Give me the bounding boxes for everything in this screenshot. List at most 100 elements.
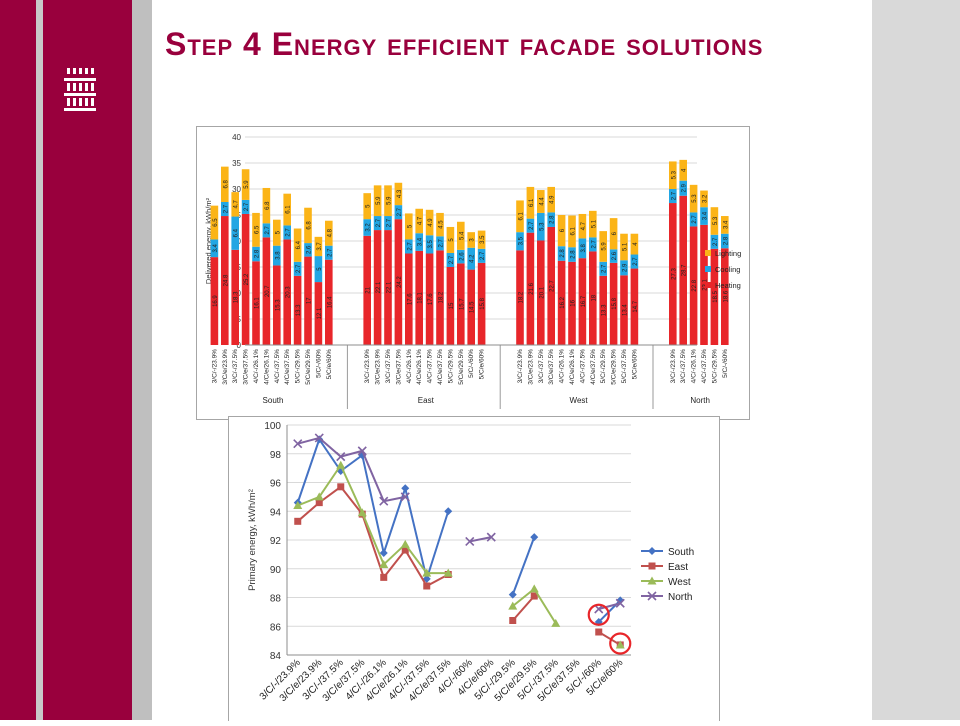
bar-value-label: 17.6 (407, 293, 413, 305)
bar-segment-lighting (283, 193, 291, 226)
data-point-east (595, 628, 603, 636)
data-point-south (444, 507, 453, 516)
data-point-west (508, 601, 518, 610)
bar-segment-lighting (436, 212, 444, 237)
y-tick-label: 40 (232, 133, 241, 142)
y-tick-label: 90 (270, 565, 282, 576)
bar-value-label: 5 (449, 238, 455, 242)
series-line-west (297, 463, 449, 575)
series-line-north (598, 602, 621, 610)
data-point-west (336, 460, 346, 469)
bar-value-label: 28.7 (682, 264, 688, 276)
bar-segment-heating (241, 213, 250, 345)
bar-segment-heating (283, 239, 291, 345)
bar-segment-cooling (304, 243, 312, 257)
bar-segment-lighting (599, 231, 607, 262)
bar-value-label: 3.2 (703, 194, 709, 203)
bar-value-label: 2.8 (723, 236, 729, 245)
bar-value-label: 13.3 (602, 304, 608, 316)
slide-title: Step 4 Energy efficient facade solutions (165, 26, 764, 62)
bar-value-label: 6.4 (234, 228, 240, 237)
bar-segment-lighting (231, 192, 239, 217)
bar-segment-cooling (221, 202, 229, 217)
bar-segment-heating (700, 224, 708, 345)
bar-value-label: 5 (366, 204, 372, 208)
bar-segment-cooling (252, 246, 260, 262)
highlight-circle (609, 632, 632, 655)
data-point-north (465, 536, 475, 547)
bar-value-label: 5.9 (602, 242, 608, 251)
bar-value-label: 18.5 (713, 290, 719, 302)
x-tick-label: 5/C/e/60% (631, 349, 638, 380)
x-tick-label: 5/C/-/60% (315, 349, 322, 378)
bar-segment-cooling (436, 236, 444, 251)
bar-segment-cooling (669, 189, 677, 204)
data-point-north (314, 433, 324, 443)
legend-label: East (668, 562, 688, 573)
x-tick-label: 3/C/-/23.9% (364, 349, 371, 384)
data-point-south (379, 548, 388, 557)
bar-segment-lighting (467, 232, 475, 248)
y-tick-label: 86 (270, 622, 282, 633)
data-point-north (400, 492, 410, 502)
bar-value-label: 5 (317, 267, 323, 271)
x-tick-label: 5/C/-/29.5% (447, 349, 454, 384)
bar-value-label: 4.8 (327, 228, 333, 237)
bar-segment-lighting (252, 212, 260, 247)
bar-value-label: 3.8 (581, 243, 587, 252)
bar-segment-cooling (547, 212, 555, 227)
x-tick-label: 3/C/e/37.5% (395, 349, 402, 385)
bar-segment-lighting (526, 186, 535, 219)
bar-value-label: 16.2 (560, 296, 566, 308)
bar-value-label: 18.1 (418, 291, 424, 303)
right-gray-band (872, 0, 960, 720)
bar-segment-lighting (405, 213, 413, 240)
bar-segment-lighting (210, 205, 219, 240)
bar-value-label: 2.8 (560, 249, 566, 258)
bar-value-label: 3.4 (703, 211, 709, 220)
bar-value-label: 6.1 (286, 205, 292, 214)
bar-value-label: 3.5 (480, 235, 486, 244)
bar-segment-heating (273, 265, 281, 345)
series-line-south (296, 437, 450, 583)
bar-value-label: 13.3 (296, 304, 302, 316)
bar-value-label: 17 (307, 297, 313, 304)
left-accent-band (0, 0, 132, 720)
bar-value-label: 2.7 (387, 218, 393, 227)
bar-value-label: 12.1 (317, 307, 323, 319)
bar-segment-heating (373, 230, 382, 345)
bar-value-label: 14.5 (470, 301, 476, 313)
data-point-south (530, 533, 539, 542)
bar-segment-cooling (620, 260, 628, 276)
bar-segment-heating (547, 226, 555, 345)
data-point-west (615, 640, 625, 649)
bar-segment-cooling (630, 254, 639, 269)
bar-segment-lighting (241, 169, 250, 200)
bar-value-label: 5.3 (713, 216, 719, 225)
bar-value-label: 2.7 (397, 207, 403, 216)
bar-segment-cooling (394, 205, 403, 220)
bar-segment-heating (293, 275, 302, 345)
bar-value-label: 13.4 (623, 304, 629, 316)
x-tick-label: 5/C/-/37.5% (621, 349, 628, 384)
delivered-energy-chart: 0510152025303540Delivered energy, kWh/m²… (196, 126, 750, 420)
bar-segment-lighting (620, 233, 628, 261)
bar-value-label: 6.8 (265, 201, 271, 210)
bar-value-label: 18.6 (723, 290, 729, 302)
bar-value-label: 18.2 (439, 291, 445, 303)
data-point-south (648, 547, 656, 555)
data-point-west (293, 501, 303, 509)
bar-segment-lighting (457, 221, 465, 250)
bar-value-label: 21.6 (529, 282, 535, 294)
bar-value-label: 2.7 (223, 204, 229, 213)
bar-segment-heating (721, 248, 729, 345)
bar-value-label: 16.1 (255, 297, 261, 309)
x-tick-label: 4/C/e/37.5% (284, 349, 291, 385)
data-point-west (443, 568, 453, 577)
y-tick-label: 92 (270, 536, 282, 547)
data-point-east (401, 546, 409, 554)
bar-value-label: 22.7 (550, 279, 556, 291)
bar-segment-lighting (363, 193, 371, 220)
legend-label: Cooling (715, 265, 740, 274)
bar-segment-cooling (457, 249, 465, 264)
